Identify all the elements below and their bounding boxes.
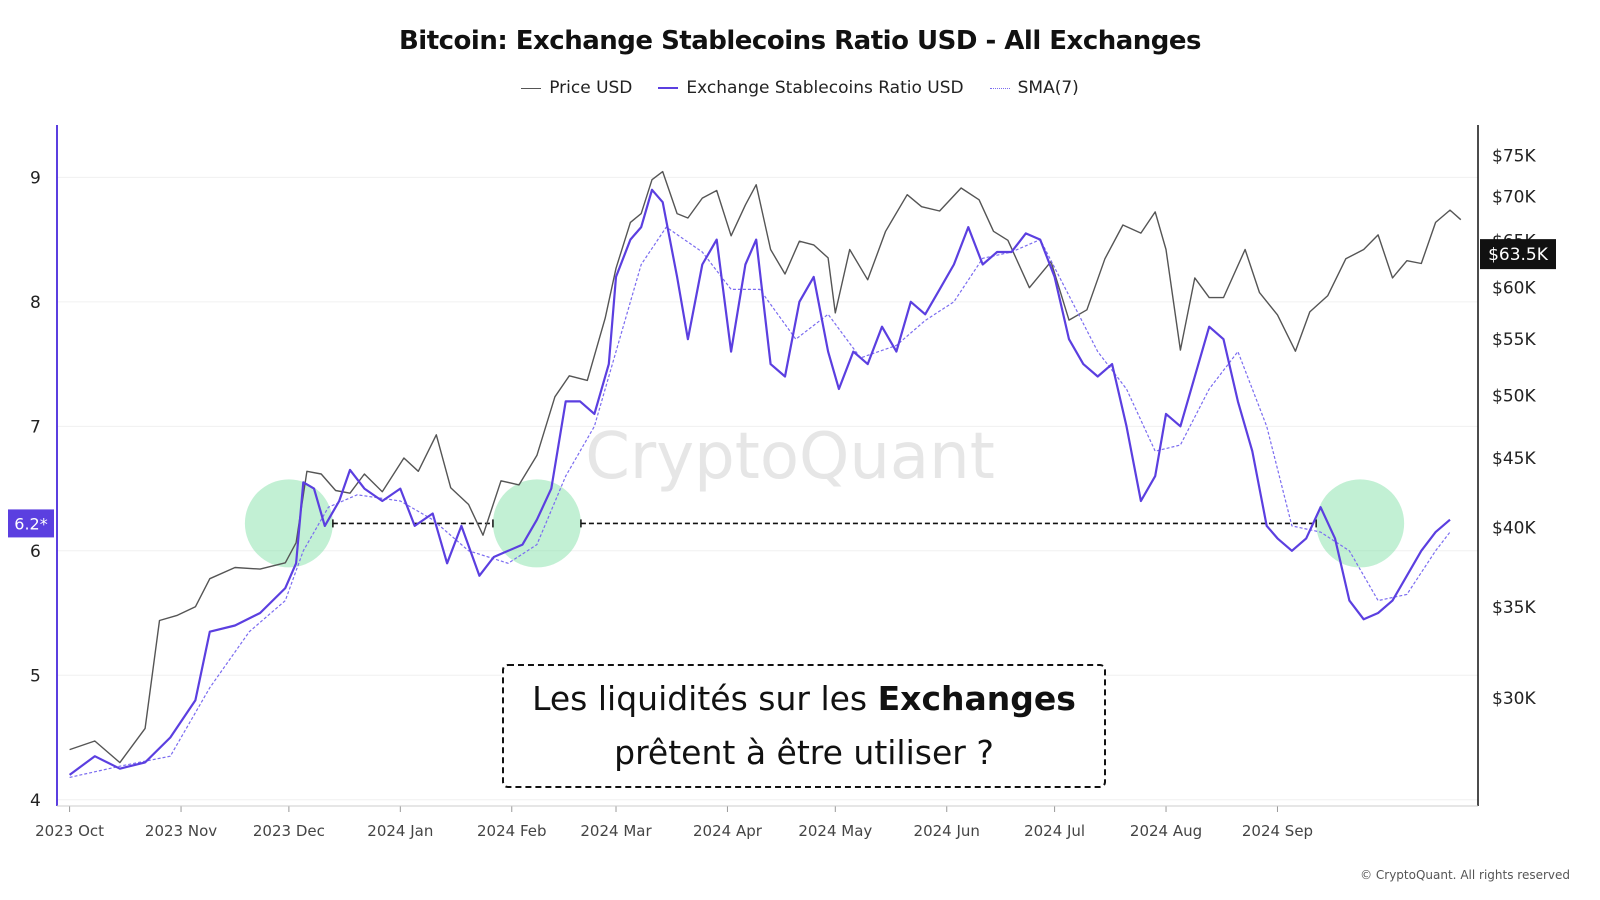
x-tick-label-8: 2024 Jun <box>914 822 980 840</box>
current-ratio-badge <box>8 509 54 538</box>
highlight-circle-2 <box>1316 479 1405 568</box>
current-ratio-badge-label: 6.2* <box>14 514 47 533</box>
legend-swatch-ratio <box>658 87 679 89</box>
legend[interactable]: Price USD Exchange Stablecoins Ratio USD… <box>0 78 1600 98</box>
right-tick-label-6: $60K <box>1492 279 1536 299</box>
left-tick-label-2: 6 <box>30 542 41 562</box>
legend-swatch-price <box>521 87 542 89</box>
left-tick-label-4: 8 <box>30 293 41 313</box>
legend-label-sma: SMA(7) <box>1017 78 1079 98</box>
legend-label-price: Price USD <box>549 78 633 98</box>
legend-swatch-sma <box>989 87 1010 89</box>
left-tick-label-3: 7 <box>30 417 41 437</box>
highlight-circle-1 <box>492 479 581 568</box>
annotation-line-2: prêtent à être utiliser ? <box>614 733 994 772</box>
current-price-badge <box>1480 239 1556 270</box>
right-tick-label-1: $35K <box>1492 598 1536 618</box>
legend-item-price[interactable]: Price USD <box>521 78 632 98</box>
annotation-box: Les liquidités sur les Exchanges prêtent… <box>502 664 1106 788</box>
chart-title: Bitcoin: Exchange Stablecoins Ratio USD … <box>398 26 1202 56</box>
right-tick-label-8: $70K <box>1492 187 1536 207</box>
series-lines <box>68 170 1462 778</box>
x-tick-label-4: 2024 Feb <box>477 822 547 840</box>
axes <box>56 125 1479 812</box>
x-tick-label-9: 2024 Jul <box>1024 822 1085 840</box>
right-tick-label-4: $50K <box>1492 387 1536 407</box>
right-tick-label-5: $55K <box>1492 330 1536 350</box>
annotation-text-1: Les liquidités sur les <box>532 679 878 718</box>
x-tick-label-1: 2023 Nov <box>145 822 217 840</box>
copyright-notice: © CryptoQuant. All rights reserved <box>1360 868 1570 882</box>
x-tick-label-6: 2024 Apr <box>693 822 763 840</box>
x-tick-label-7: 2024 May <box>798 822 872 840</box>
series-line-sma-7- <box>69 226 1451 778</box>
annotation-line-1: Les liquidités sur les Exchanges <box>532 672 1076 726</box>
annotation-bold-word: Exchanges <box>877 679 1076 718</box>
highlight-circles <box>244 479 1405 568</box>
legend-label-ratio: Exchange Stablecoins Ratio USD <box>686 78 964 98</box>
series-line-exchange-stablecoins-ratio-usd <box>68 188 1451 776</box>
x-tick-label-5: 2024 Mar <box>580 822 652 840</box>
right-tick-label-9: $75K <box>1492 147 1536 167</box>
current-price-badge-label: $63.5K <box>1488 245 1549 265</box>
legend-item-ratio[interactable]: Exchange Stablecoins Ratio USD <box>658 78 964 98</box>
left-tick-label-1: 5 <box>30 666 41 686</box>
reference-level-line <box>332 519 1317 528</box>
x-tick-label-11: 2024 Sep <box>1242 822 1313 840</box>
left-tick-label-0: 4 <box>30 791 41 811</box>
value-badges: 6.2* $63.5K <box>8 239 1556 538</box>
highlight-circle-0 <box>244 479 333 568</box>
x-tick-label-2: 2023 Dec <box>253 822 325 840</box>
x-tick-label-10: 2024 Aug <box>1130 822 1202 840</box>
legend-item-sma[interactable]: SMA(7) <box>989 78 1079 98</box>
right-tick-label-0: $30K <box>1492 689 1536 709</box>
right-tick-label-2: $40K <box>1492 519 1536 539</box>
right-tick-label-3: $45K <box>1492 449 1536 469</box>
series-line-price-usd <box>69 170 1462 764</box>
watermark: CryptoQuant <box>585 420 995 494</box>
left-tick-label-5: 9 <box>30 168 41 188</box>
x-tick-label-0: 2023 Oct <box>35 822 104 840</box>
x-tick-label-3: 2024 Jan <box>367 822 433 840</box>
